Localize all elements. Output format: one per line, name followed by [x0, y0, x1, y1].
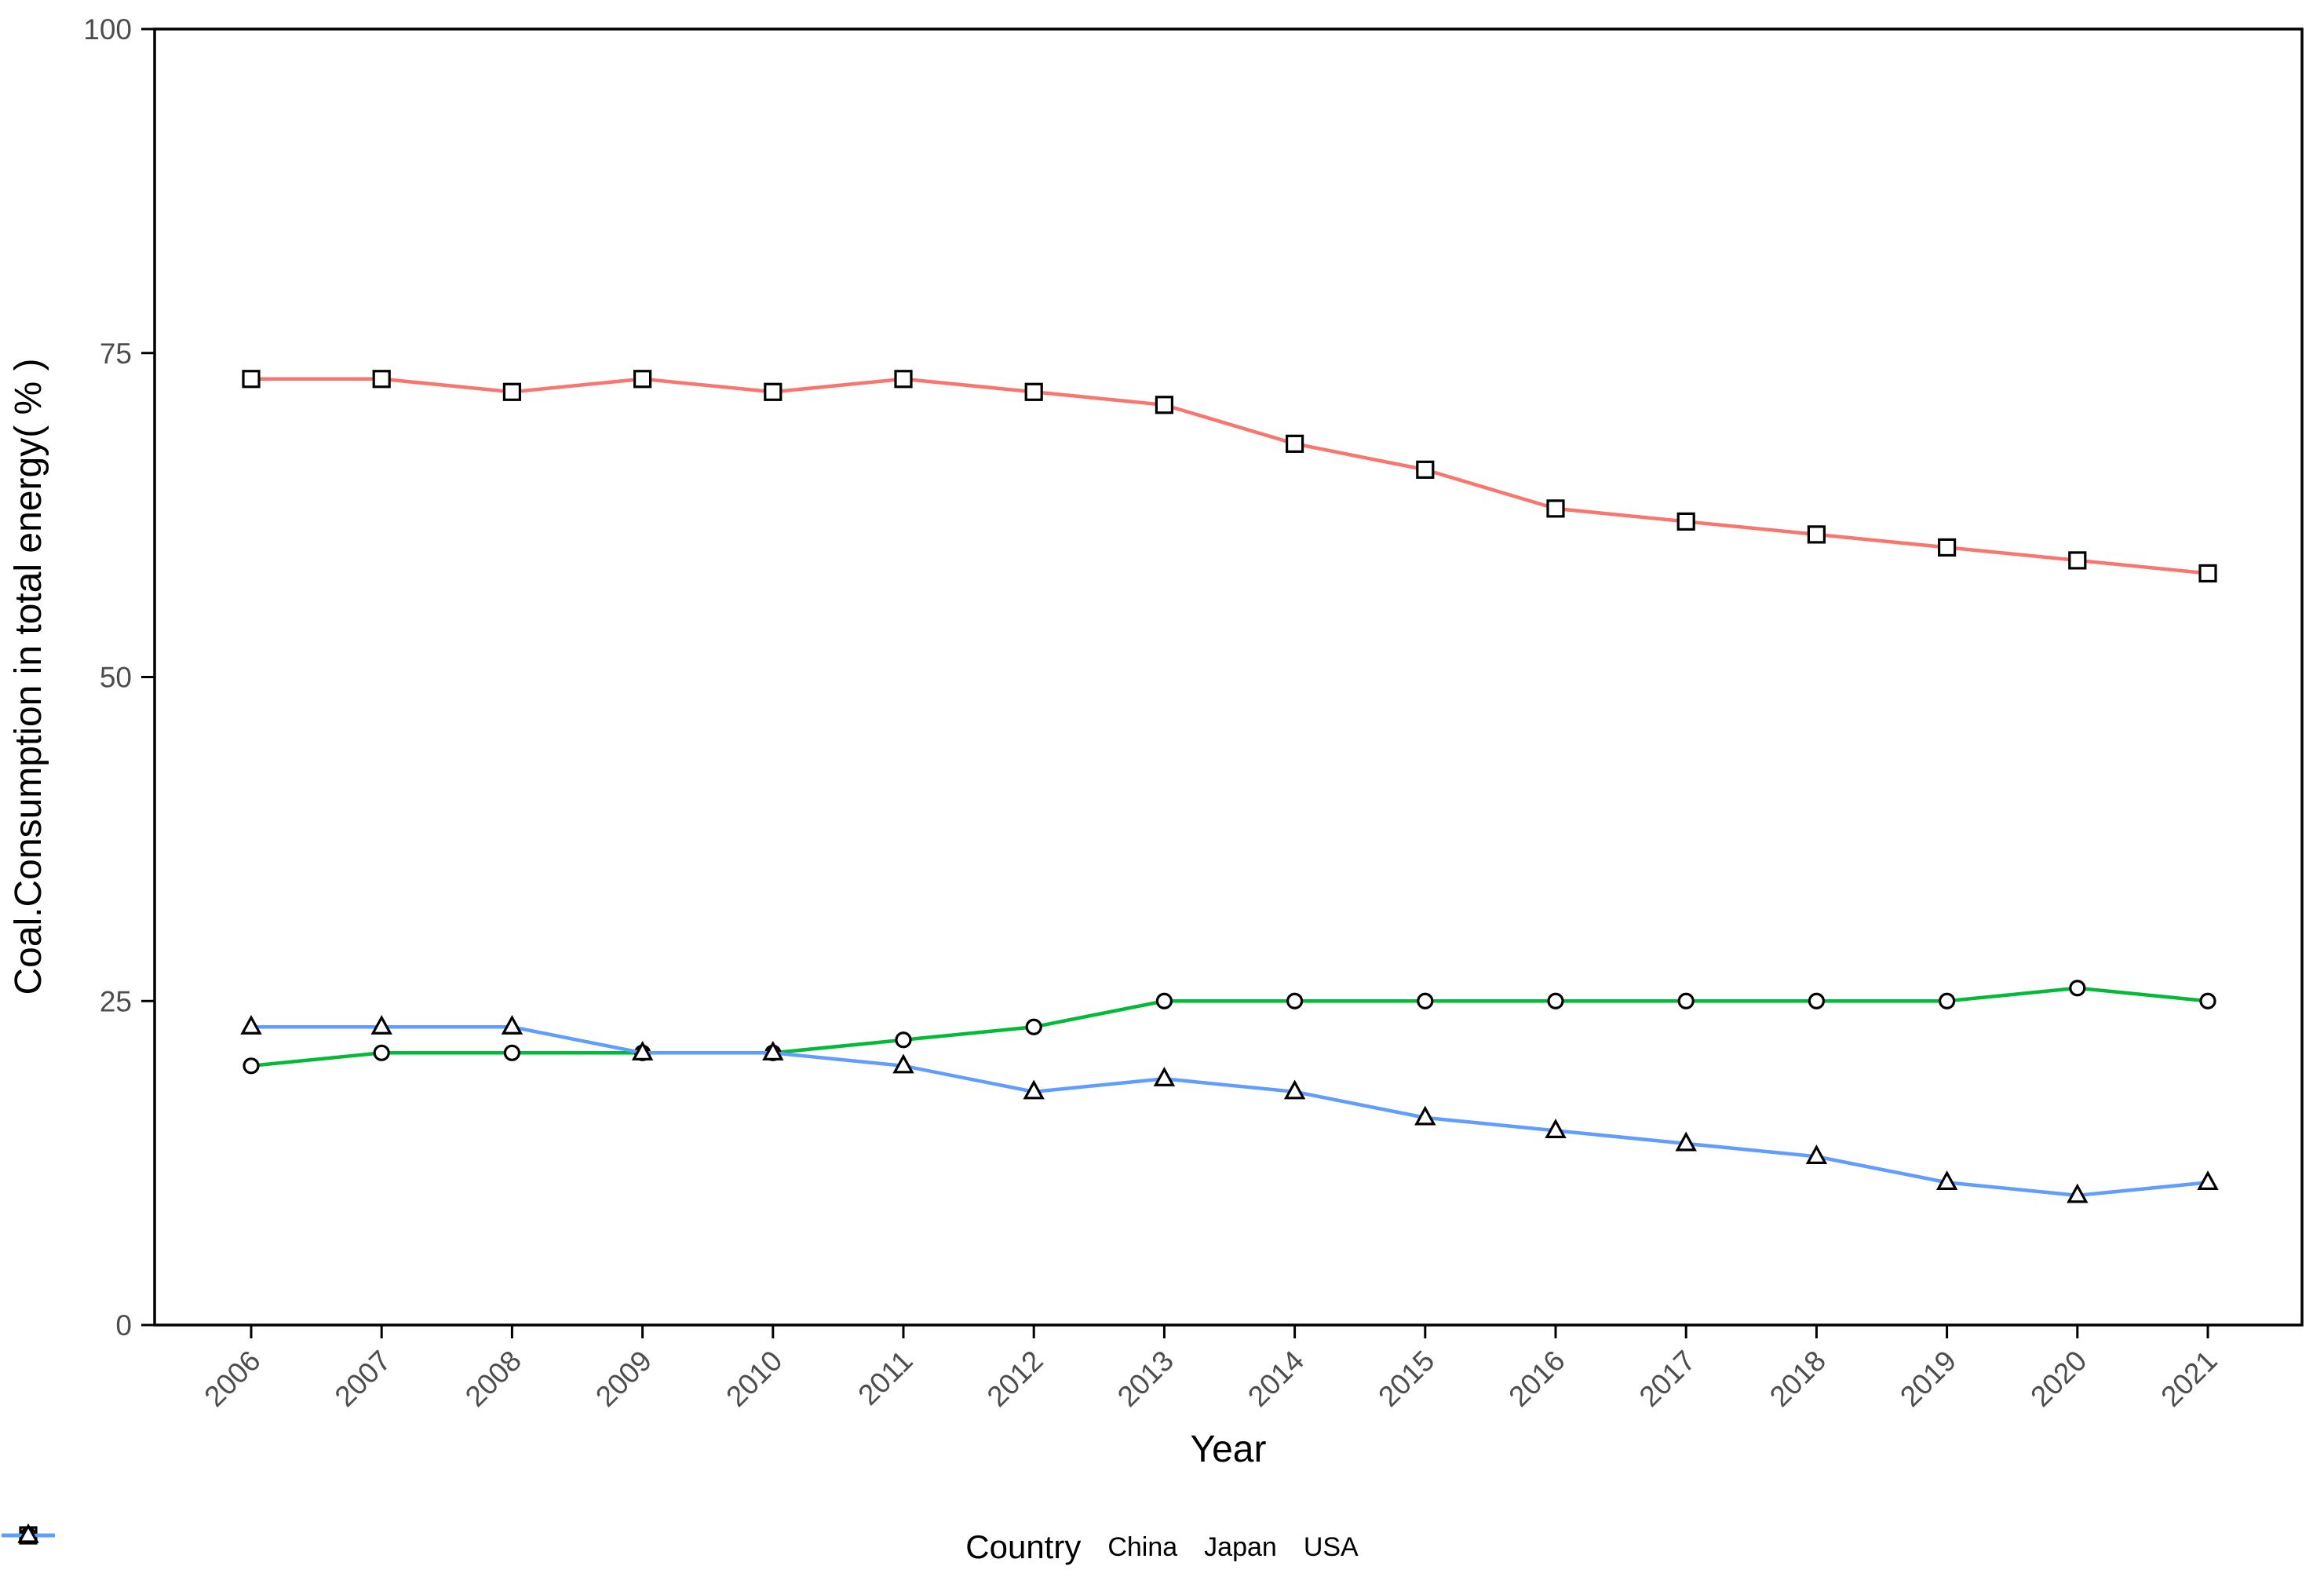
marker-china: [894, 370, 913, 389]
marker-japan: [895, 1031, 912, 1049]
marker-usa: [501, 1014, 524, 1035]
marker-china: [1807, 525, 1826, 544]
marker-china: [1024, 382, 1043, 401]
marker-usa: [1153, 1066, 1176, 1086]
x-tick-label: 2012: [981, 1345, 1049, 1413]
legend-key-usa: [2, 1523, 55, 1543]
marker-china: [242, 370, 261, 389]
x-tick-label: 2015: [1372, 1345, 1440, 1413]
data-series: [240, 370, 2219, 1203]
legend-item-china: China: [2, 1526, 1178, 1563]
marker-japan: [1939, 992, 1956, 1009]
x-tick-label: 2007: [329, 1345, 397, 1413]
marker-china: [372, 370, 391, 389]
marker-japan: [1547, 992, 1564, 1009]
legend-item-label: Japan: [1204, 1531, 1277, 1562]
marker-usa: [2197, 1170, 2219, 1190]
legend-title: Country: [965, 1528, 1082, 1565]
marker-usa: [1805, 1144, 1828, 1164]
marker-usa: [1414, 1105, 1436, 1126]
legend-item-usa: USA: [2, 1523, 1359, 1563]
y-tick-label: 75: [100, 338, 132, 370]
x-tick-label: 2019: [1894, 1345, 1962, 1413]
x-tick-label: 2009: [589, 1345, 658, 1413]
marker-japan: [373, 1044, 390, 1061]
marker-china: [502, 382, 522, 401]
legend: Country China Japan USA: [0, 1520, 2324, 1575]
series-line-japan: [250, 986, 2209, 1068]
marker-usa: [240, 1014, 262, 1035]
marker-japan: [2199, 992, 2216, 1009]
marker-japan: [1677, 992, 1695, 1009]
marker-usa: [1545, 1119, 1567, 1138]
marker-china: [2068, 551, 2087, 570]
x-tick-label: 2008: [459, 1345, 527, 1413]
marker-china: [633, 370, 652, 389]
y-tick-label: 50: [100, 662, 132, 694]
marker-china: [1546, 499, 1565, 518]
x-tick-label: 2020: [2024, 1345, 2092, 1413]
marker-usa: [1675, 1131, 1697, 1152]
y-tick-label: 100: [83, 13, 132, 46]
marker-usa: [762, 1040, 784, 1060]
x-tick-label: 2018: [1764, 1345, 1832, 1413]
marker-japan: [1808, 992, 1825, 1009]
x-tick-label: 2011: [852, 1345, 918, 1411]
marker-japan: [1025, 1018, 1042, 1035]
series-line-china: [251, 377, 2209, 575]
marker-usa: [17, 1523, 39, 1543]
x-tick-label: 2006: [198, 1345, 266, 1413]
series-markers-japan: [243, 980, 2216, 1075]
x-tick-label: 2010: [720, 1345, 788, 1413]
x-tick-label: 2016: [1502, 1345, 1571, 1413]
x-tick-label: 2013: [1111, 1345, 1180, 1413]
marker-china: [1938, 538, 1957, 557]
legend-item-label: USA: [1303, 1531, 1359, 1562]
marker-japan: [1155, 992, 1173, 1009]
y-axis-ticks: 0 25 50 75 100: [83, 13, 155, 1342]
marker-japan: [1417, 992, 1434, 1009]
marker-china: [764, 382, 783, 401]
marker-usa: [1023, 1079, 1045, 1100]
x-tick-label: 2014: [1242, 1345, 1310, 1413]
y-tick-label: 0: [115, 1309, 132, 1342]
marker-japan: [2069, 980, 2086, 997]
marker-japan: [243, 1057, 260, 1075]
marker-usa: [631, 1040, 654, 1060]
y-tick-label: 25: [100, 985, 132, 1017]
x-tick-label: 2017: [1633, 1345, 1702, 1413]
marker-usa: [1935, 1170, 1958, 1190]
y-axis-title: Coal.Consumption in total energy( % ): [8, 358, 49, 995]
x-axis-title: Year: [1191, 1429, 1267, 1470]
marker-china: [1676, 512, 1695, 531]
marker-china: [2198, 564, 2217, 583]
marker-china: [1155, 396, 1174, 414]
x-axis-ticks: 2006 2007 2008 2009 2010 2011 2012 2013 2014 2015…: [198, 1325, 2224, 1413]
marker-usa: [1283, 1079, 1306, 1100]
marker-china: [1285, 434, 1304, 453]
marker-japan: [503, 1044, 521, 1061]
plot-panel-border: [153, 27, 2304, 1327]
marker-usa: [892, 1053, 914, 1074]
legend-item-japan: Japan: [2, 1527, 1277, 1563]
marker-japan: [1286, 992, 1304, 1009]
marker-china: [1416, 460, 1435, 479]
series-line-usa: [251, 1025, 2209, 1198]
legend-item-label: China: [1107, 1531, 1178, 1562]
marker-usa: [2067, 1183, 2089, 1203]
series-markers-usa: [240, 1014, 2219, 1203]
x-tick-label: 2021: [2154, 1345, 2223, 1413]
series-markers-china: [242, 370, 2217, 583]
marker-usa: [370, 1014, 392, 1035]
